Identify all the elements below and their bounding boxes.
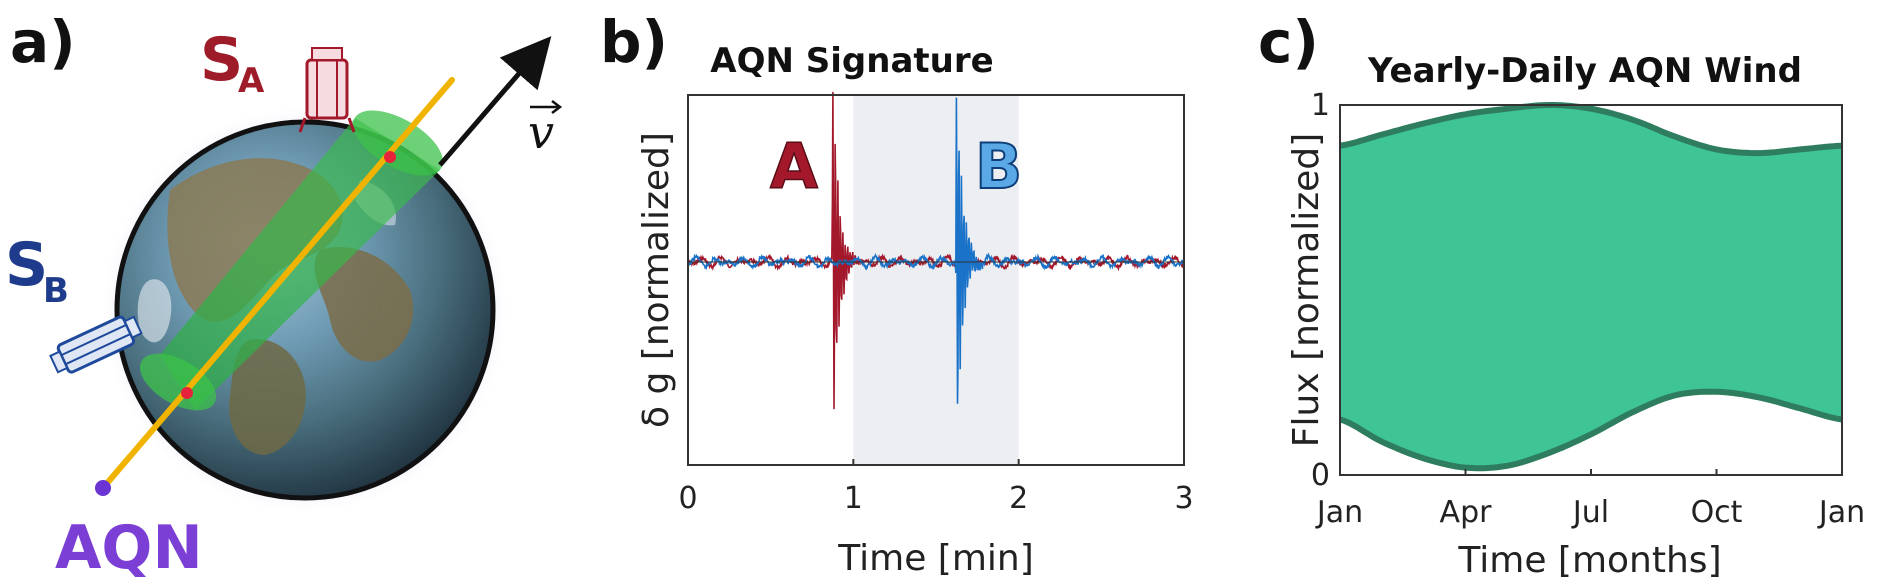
panel-b-label: b)	[600, 8, 668, 76]
panel-c-xtick: Jul	[1571, 495, 1609, 530]
panel-c-label: c)	[1258, 8, 1319, 76]
velocity-arrow	[438, 36, 552, 167]
station-a-subscript: A	[238, 61, 265, 101]
velocity-label: v	[528, 105, 554, 159]
station-a-instrument-icon	[298, 47, 356, 133]
panel-b-axes-frame	[687, 94, 1185, 466]
station-b-subscript: B	[43, 271, 69, 311]
station-a-letter: S	[200, 25, 243, 95]
panel-c-xtick: Jan	[1817, 495, 1865, 530]
panel-c-xticks: Jan Apr Jul Oct Jan	[1315, 469, 1865, 530]
panel-b-xticks: 0 1 2 3	[678, 459, 1194, 516]
series-b-trace	[687, 97, 1185, 404]
panel-b-title: AQN Signature	[710, 41, 993, 81]
panel-c-yticks: 01	[1311, 88, 1330, 493]
aqn-particle	[95, 480, 111, 496]
flux-band	[1340, 105, 1842, 469]
panel-c-xtick: Jan	[1315, 495, 1363, 530]
panel-c-ytick: 0	[1311, 458, 1330, 493]
panel-c-xtick: Apr	[1440, 495, 1493, 530]
panel-b-xtick: 3	[1174, 481, 1193, 516]
series-b-label: B	[975, 130, 1022, 203]
panel-c: c) Yearly-Daily AQN Wind 01 Jan Apr Jul Oct…	[1258, 8, 1865, 581]
panel-b: b) AQN Signature A B 0 1 2 3 Time [min] δ g…	[600, 8, 1194, 579]
panel-b-xtick: 0	[678, 481, 697, 516]
entry-point-b	[181, 387, 193, 399]
series-a-label: A	[770, 130, 818, 203]
panel-b-xtick: 2	[1009, 481, 1028, 516]
panel-a: a) v	[5, 8, 563, 583]
velocity-vector-tip	[551, 100, 563, 114]
panel-a-label: a)	[10, 8, 76, 76]
panel-c-ylabel: Flux [normalized]	[1286, 133, 1327, 447]
flux-lower-edge	[1339, 388, 1843, 472]
panel-b-xlabel: Time [min]	[837, 538, 1034, 579]
panel-c-ytick: 1	[1311, 88, 1330, 123]
flux-upper-edge	[1339, 102, 1843, 157]
panel-b-xtick: 1	[844, 481, 863, 516]
aqn-track	[100, 77, 455, 491]
signal-traces	[687, 91, 1185, 410]
station-b-instrument-icon	[49, 315, 143, 374]
aqn-label: AQN	[55, 513, 203, 583]
entry-point-a	[384, 151, 396, 163]
shaded-interval	[853, 95, 1019, 465]
cone-cap-bottom	[140, 353, 216, 411]
panel-c-xtick: Oct	[1691, 495, 1743, 530]
panel-c-xlabel: Time [months]	[1457, 540, 1721, 581]
panel-b-ylabel: δ g [normalized]	[636, 132, 677, 428]
panel-c-title: Yearly-Daily AQN Wind	[1367, 51, 1802, 91]
station-b-letter: S	[5, 230, 48, 300]
